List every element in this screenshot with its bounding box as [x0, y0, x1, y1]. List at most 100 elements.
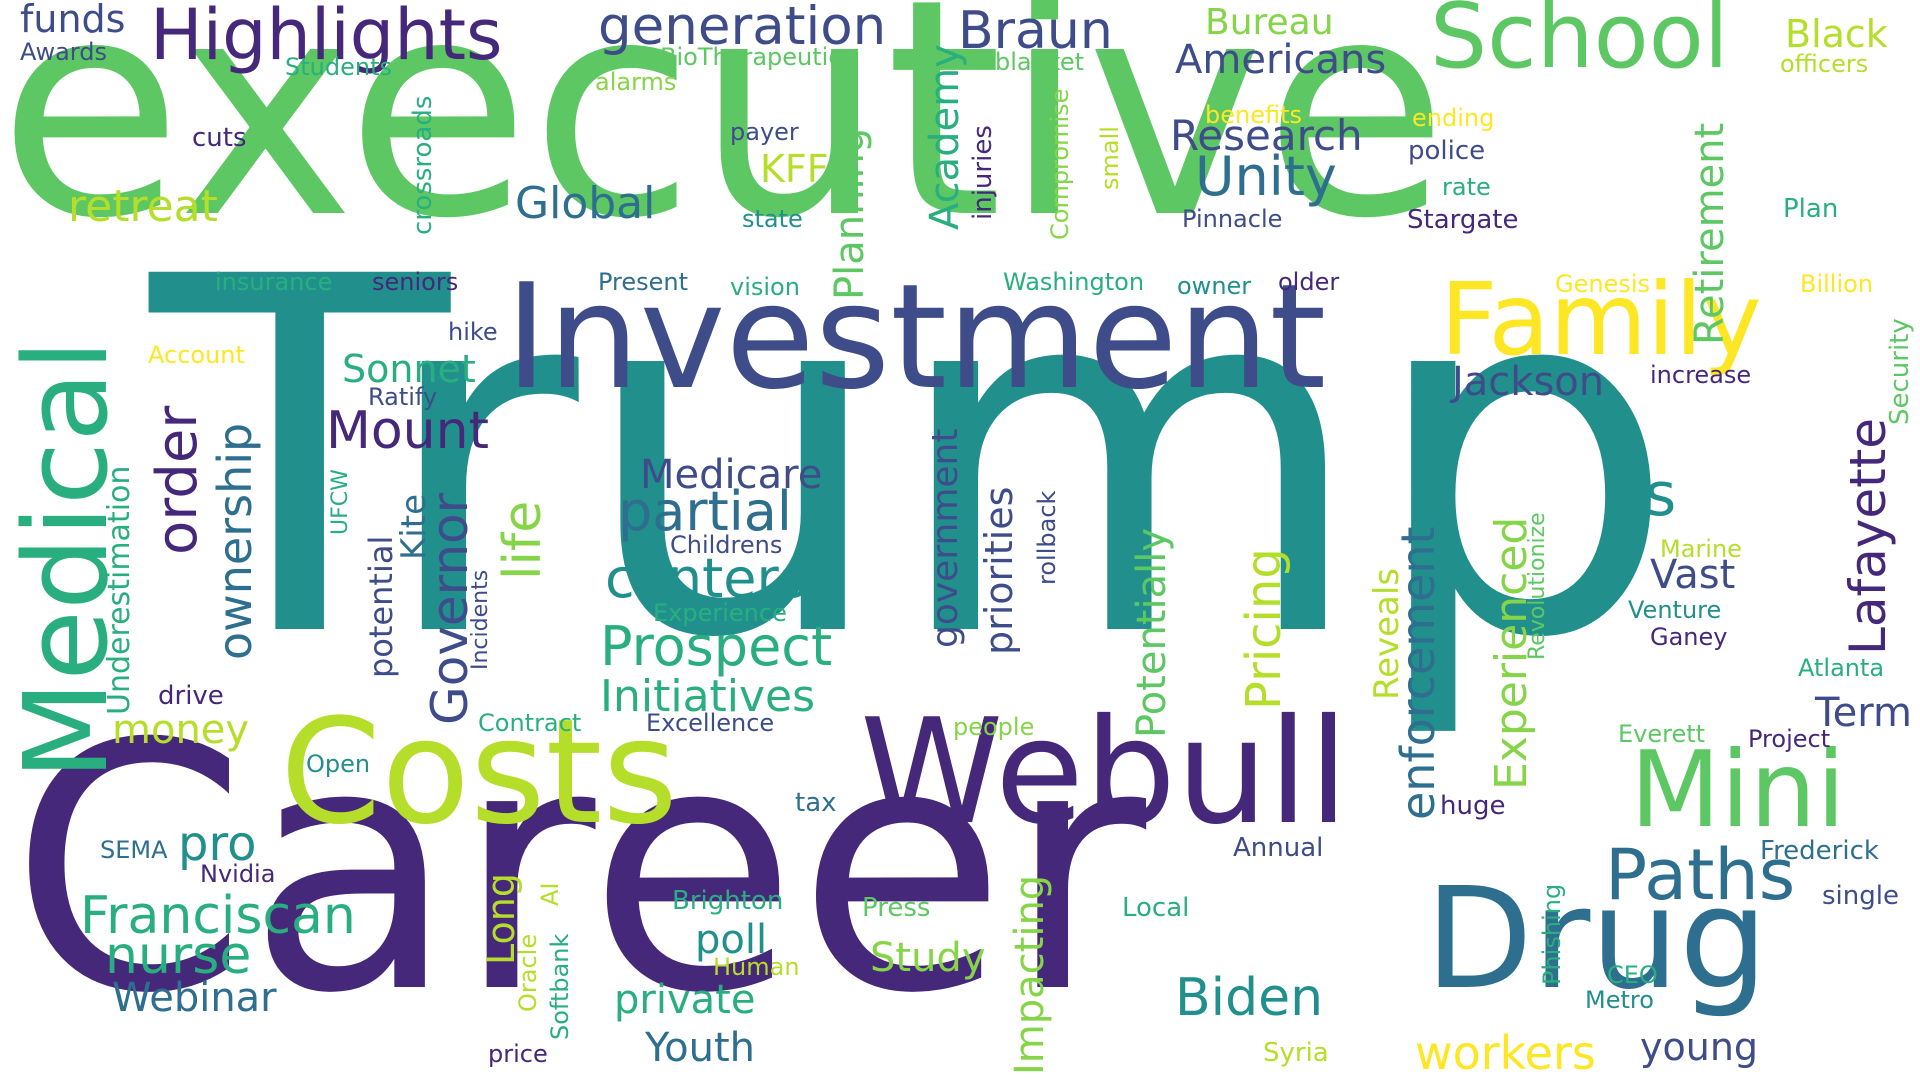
- word-ceo: CEO: [1607, 961, 1658, 989]
- word-poll: poll: [695, 917, 768, 963]
- word-awards: Awards: [20, 38, 107, 66]
- word-life: life: [493, 500, 553, 580]
- word-drive: drive: [158, 681, 224, 711]
- word-softbank: Softbank: [546, 933, 574, 1040]
- word-jackson: Jackson: [1452, 359, 1605, 405]
- word-pricing: Pricing: [1236, 548, 1292, 710]
- word-lafayette: Lafayette: [1839, 417, 1897, 655]
- word-medicare: Medicare: [640, 452, 823, 498]
- word-vast: Vast: [1650, 552, 1736, 598]
- word-project: Project: [1748, 725, 1831, 753]
- word-investment: Investment: [505, 253, 1327, 422]
- word-human: Human: [713, 953, 800, 981]
- word-americans: Americans: [1175, 37, 1387, 83]
- word-syria: Syria: [1263, 1038, 1329, 1068]
- word-small: small: [1096, 126, 1124, 190]
- word-ownership: ownership: [208, 422, 262, 660]
- word-benefits: benefits: [1205, 101, 1303, 129]
- word-account: Account: [148, 341, 245, 369]
- word-impacting: Impacting: [1007, 874, 1053, 1075]
- word-workers: workers: [1415, 1026, 1596, 1080]
- word-webinar: Webinar: [112, 975, 277, 1021]
- word-stargate: Stargate: [1407, 205, 1519, 235]
- word-order: order: [145, 405, 210, 555]
- word-open: Open: [306, 750, 371, 778]
- word-study: Study: [870, 935, 986, 981]
- word-highlights: Highlights: [150, 0, 503, 76]
- word-injuries: injuries: [968, 125, 998, 220]
- word-young: young: [1640, 1025, 1759, 1069]
- word-contract: Contract: [478, 709, 582, 737]
- word-ai: AI: [536, 882, 564, 907]
- word-rate: rate: [1442, 173, 1491, 201]
- word-blanket: blanket: [995, 48, 1085, 76]
- word-government: government: [925, 428, 966, 648]
- word-insurance: insurance: [215, 268, 333, 296]
- word-kite: Kite: [394, 494, 434, 560]
- word-biden: Biden: [1175, 968, 1324, 1028]
- word-genesis: Genesis: [1555, 270, 1651, 298]
- word-priorities: priorities: [977, 486, 1021, 655]
- word-pinnacle: Pinnacle: [1182, 205, 1283, 233]
- word-prospect: Prospect: [600, 615, 833, 678]
- word-nvidia: Nvidia: [200, 860, 276, 888]
- word-owner: owner: [1177, 272, 1252, 300]
- word-school: School: [1430, 0, 1729, 89]
- word-ganey: Ganey: [1650, 623, 1728, 651]
- word-childrens: Childrens: [670, 531, 783, 559]
- word-phishing: Phishing: [1538, 883, 1566, 985]
- word-biotherapeutics: BioTherapeutics: [660, 43, 855, 71]
- word-executive: executive: [0, 0, 1449, 284]
- word-brighton: Brighton: [672, 886, 784, 916]
- word-increase: increase: [1650, 361, 1752, 389]
- word-plan: Plan: [1783, 194, 1839, 224]
- word-potential: potential: [362, 535, 400, 678]
- word-paths: Paths: [1605, 834, 1796, 916]
- word-annual: Annual: [1233, 833, 1324, 863]
- word-excellence: Excellence: [646, 709, 775, 737]
- word-research: Research: [1170, 111, 1363, 160]
- word-present: Present: [598, 268, 689, 296]
- word-police: police: [1408, 136, 1486, 166]
- word-sonnet: Sonnet: [342, 347, 476, 391]
- word-webull: Webull: [860, 688, 1349, 857]
- word-centers: centers: [605, 547, 807, 610]
- word-washington: Washington: [1003, 268, 1145, 296]
- word-global: Global: [515, 178, 656, 229]
- word-security: Security: [1885, 318, 1915, 425]
- word-underestimation: Underestimation: [102, 465, 137, 715]
- word-seniors: seniors: [372, 268, 459, 296]
- word-initiatives: Initiatives: [600, 671, 816, 722]
- word-everett: Everett: [1618, 720, 1706, 748]
- word-older: older: [1278, 268, 1340, 296]
- word-bureau: Bureau: [1205, 2, 1334, 43]
- word-state: state: [742, 205, 803, 233]
- word-marine: Marine: [1660, 535, 1742, 563]
- word-students: Students: [285, 53, 392, 81]
- word-drug: Drug: [1425, 858, 1768, 1021]
- word-payer: payer: [730, 118, 799, 146]
- word-officers: officers: [1780, 50, 1869, 78]
- word-press: Press: [862, 893, 931, 923]
- word-price: price: [488, 1040, 548, 1068]
- word-braun: Braun: [958, 1, 1113, 61]
- word-local: Local: [1122, 893, 1190, 923]
- word-compromise: Compromise: [1046, 88, 1074, 240]
- word-s: s: [1645, 460, 1677, 530]
- word-metro: Metro: [1585, 986, 1654, 1014]
- word-generation: generation: [598, 0, 887, 57]
- word-billion: Billion: [1800, 270, 1874, 298]
- word-potentially: Potentially: [1129, 527, 1175, 738]
- word-incidents: Incidents: [468, 569, 493, 670]
- word-partial: partial: [618, 480, 792, 543]
- word-people: people: [953, 713, 1035, 741]
- word-ratify: Ratify: [368, 383, 438, 411]
- word-ufcw: UFCW: [328, 469, 353, 535]
- word-alarms: alarms: [595, 68, 677, 96]
- word-oracle: Oracle: [514, 933, 542, 1012]
- word-rollback: rollback: [1033, 490, 1061, 585]
- word-retreat: retreat: [68, 181, 218, 232]
- word-atlanta: Atlanta: [1798, 654, 1885, 682]
- word-youth: Youth: [645, 1025, 755, 1071]
- word-frederick: Frederick: [1760, 836, 1879, 866]
